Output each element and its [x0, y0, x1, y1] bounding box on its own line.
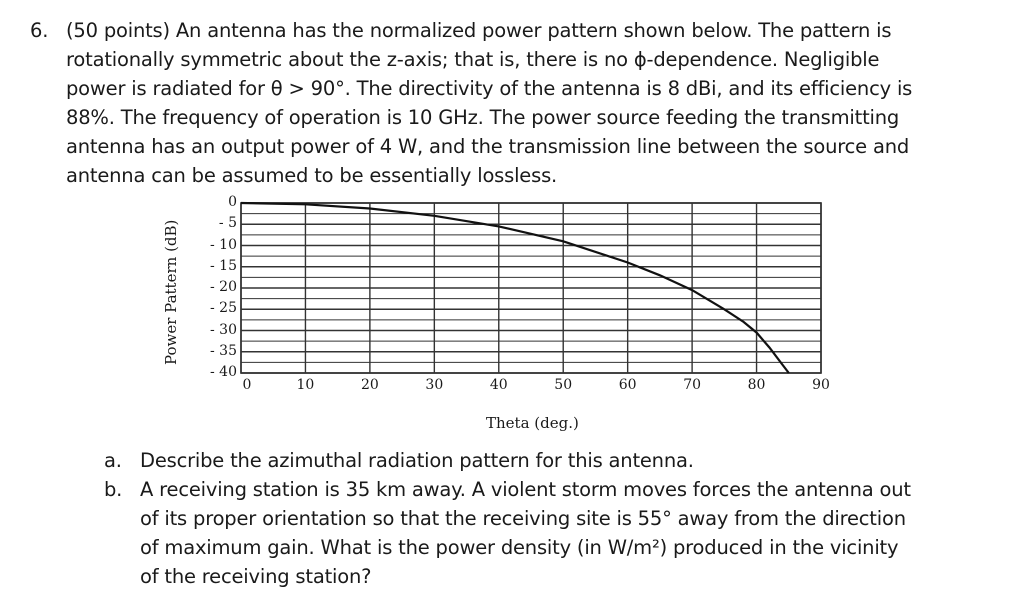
- part-line: of its proper orientation so that the re…: [140, 507, 906, 530]
- problem-line: (50 points) An antenna has the normalize…: [66, 19, 892, 42]
- x-tick-label: 50: [554, 377, 573, 393]
- problem-line: rotationally symmetric about the z-axis;…: [66, 48, 880, 71]
- y-tick-label: - 25: [210, 300, 237, 317]
- problem-number: 6.: [30, 19, 49, 42]
- x-tick-label: 30: [425, 377, 444, 393]
- x-tick-label: 10: [296, 377, 315, 393]
- problem-statement: 6. (50 points) An antenna has the normal…: [30, 16, 990, 190]
- y-axis-label: Power Pattern (dB): [162, 219, 180, 365]
- part-letter: b.: [104, 478, 123, 501]
- part-line: A receiving station is 35 km away. A vio…: [140, 478, 911, 501]
- part-b: b. A receiving station is 35 km away. A …: [104, 475, 984, 591]
- problem-line: power is radiated for θ > 90°. The direc…: [66, 77, 913, 100]
- problem-line: antenna has an output power of 4 W, and …: [66, 135, 910, 158]
- power-pattern-curve: [240, 201, 790, 374]
- x-tick-label: 0: [242, 377, 252, 393]
- x-tick-label: 90: [812, 377, 830, 393]
- x-tick-label: 60: [618, 377, 637, 393]
- y-tick-label: - 30: [210, 321, 237, 338]
- part-line: Describe the azimuthal radiation pattern…: [140, 449, 694, 472]
- part-a: a. Describe the azimuthal radiation patt…: [104, 446, 984, 475]
- y-tick-label: 0: [228, 194, 237, 210]
- y-tick-label: - 15: [210, 257, 237, 274]
- problem-body: (50 points) An antenna has the normalize…: [66, 16, 990, 190]
- x-tick-label: 80: [747, 377, 766, 393]
- x-tick-label: 70: [683, 377, 702, 393]
- y-tick-label: - 35: [210, 342, 237, 359]
- x-tick-label: 20: [360, 377, 379, 393]
- question-parts: a. Describe the azimuthal radiation patt…: [104, 446, 984, 591]
- y-tick-label: - 5: [218, 215, 237, 232]
- y-tick-label: - 10: [210, 236, 237, 253]
- x-axis-label: Theta (deg.): [486, 414, 579, 432]
- part-line: of the receiving station?: [140, 565, 372, 588]
- y-tick-label: - 40: [210, 364, 237, 380]
- problem-line: 88%. The frequency of operation is 10 GH…: [66, 106, 900, 129]
- x-tick-label: 40: [489, 377, 508, 393]
- part-line: of maximum gain. What is the power densi…: [140, 536, 899, 559]
- y-tick-label: - 20: [210, 279, 237, 295]
- part-letter: a.: [104, 449, 122, 472]
- problem-line: antenna can be assumed to be essentially…: [66, 164, 558, 187]
